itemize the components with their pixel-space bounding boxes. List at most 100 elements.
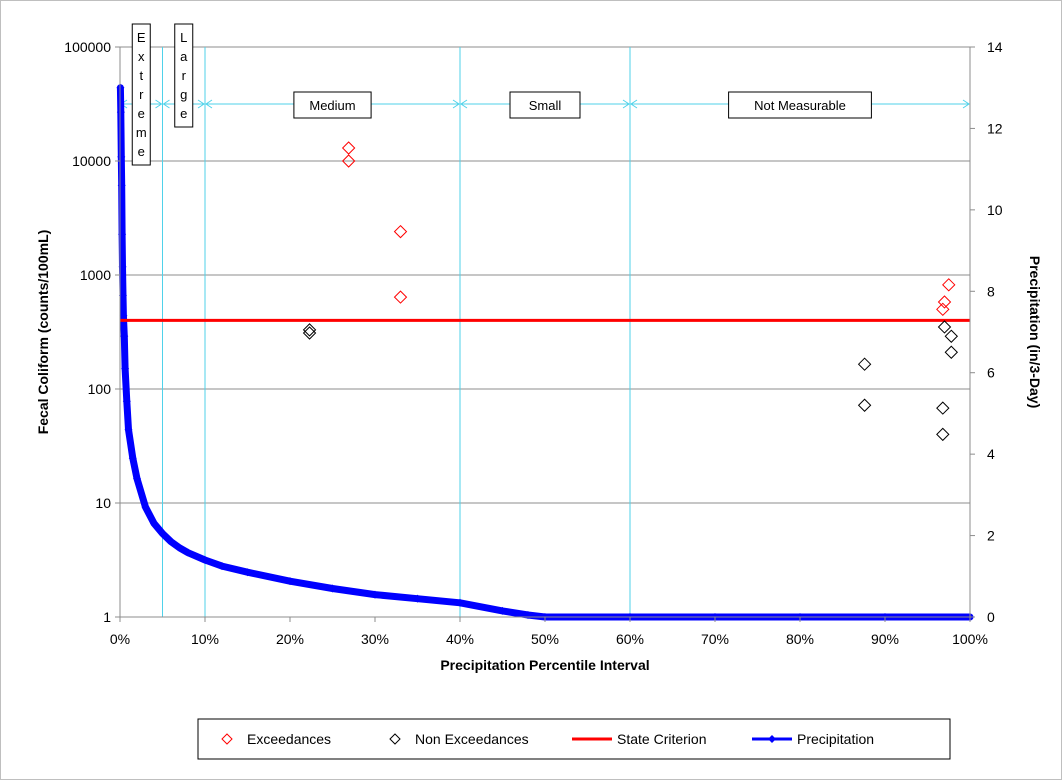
- zone-dividers: [120, 47, 970, 617]
- precipitation-marker: [118, 262, 127, 271]
- zone-label: Not Measurable: [754, 98, 846, 113]
- precipitation-marker: [150, 519, 158, 528]
- x-tick-label: 90%: [871, 631, 899, 647]
- x-axis-title: Precipitation Percentile Interval: [440, 657, 649, 673]
- precipitation-marker: [117, 152, 126, 161]
- y-tick-label: 1000: [80, 267, 111, 283]
- x-tick-label: 40%: [446, 631, 474, 647]
- non-exceedances-point: [936, 427, 950, 442]
- precipitation-marker: [167, 537, 175, 546]
- y2-tick-label: 0: [987, 609, 995, 625]
- plot-area: [120, 47, 970, 617]
- zone-arrow-head: [962, 99, 970, 109]
- x-tick-label: 10%: [191, 631, 219, 647]
- zone-arrow-head: [162, 99, 170, 109]
- zone-label-box: [174, 23, 194, 128]
- legend-label: State Criterion: [617, 731, 706, 747]
- legend-item: Non Exceedances: [389, 731, 529, 747]
- x-tick-label: 0%: [110, 631, 130, 647]
- precipitation-marker: [328, 584, 337, 593]
- exceedances-point: [341, 141, 356, 155]
- zone-label-box: [131, 23, 151, 166]
- non-exceedances-point: [857, 357, 872, 371]
- precipitation-marker: [124, 425, 133, 434]
- non-exceedances-point: [944, 329, 959, 343]
- precipitation-marker: [122, 397, 131, 406]
- legend: Exceedances Non Exceedances State Criterio…: [197, 718, 951, 760]
- y-axis-title: Fecal Coliform (counts/100mL): [35, 230, 51, 435]
- x-tick-label: 60%: [616, 631, 644, 647]
- precipitation-marker: [120, 332, 129, 341]
- precipitation-marker: [121, 364, 130, 373]
- non-exceedances-point: [936, 401, 950, 415]
- zone-arrow-head: [205, 99, 213, 109]
- legend-marker-diamond: [768, 735, 776, 743]
- legend-marker-diamond: [389, 733, 401, 745]
- precipitation-marker: [201, 556, 209, 564]
- exceedances-point: [936, 302, 950, 317]
- zone-arrow-head: [155, 99, 163, 109]
- precipitation-marker: [286, 577, 294, 586]
- y2-tick-label: 2: [987, 528, 995, 544]
- x-tick-label: 20%: [276, 631, 304, 647]
- zone-label: Medium: [309, 98, 355, 113]
- precipitation-marker: [116, 108, 125, 117]
- y2-tick-label: 12: [987, 120, 1003, 136]
- legend-label: Non Exceedances: [415, 731, 529, 747]
- legend-item: Exceedances: [221, 731, 331, 747]
- zone-arrow-head: [622, 99, 630, 109]
- sample-points: [302, 141, 959, 442]
- zone-label-box: [509, 91, 581, 119]
- precipitation-marker: [119, 311, 128, 320]
- precipitation-marker: [128, 454, 137, 463]
- non-exceedances-point: [302, 323, 317, 337]
- zone-arrow-head: [460, 99, 468, 109]
- y-tick-label: 10000: [72, 153, 111, 169]
- zone-label: Small: [529, 98, 562, 113]
- zone-label-box: [293, 91, 372, 119]
- y-tick-label: 1: [103, 609, 111, 625]
- non-exceedances-point: [302, 326, 317, 340]
- axes: 1 10 100 1000 10000 100000 0 2 4 6 8 10 12 14 0% 10% 20%…: [64, 39, 1003, 647]
- precipitation-marker: [243, 568, 252, 577]
- non-exceedances-point: [857, 398, 872, 412]
- y-tick-label: 100: [88, 381, 112, 397]
- y2-tick-label: 4: [987, 446, 995, 462]
- precipitation-marker: [158, 529, 167, 538]
- x-tick-label: 100%: [952, 631, 988, 647]
- x-tick-label: 30%: [361, 631, 389, 647]
- precipitation-marker: [133, 474, 141, 483]
- legend-item: Precipitation: [752, 731, 874, 747]
- non-exceedances-point: [944, 345, 959, 359]
- precipitation-marker: [218, 562, 226, 571]
- precipitation-marker: [184, 548, 192, 557]
- exceedances-point: [942, 278, 956, 292]
- y2-tick-label: 6: [987, 365, 995, 381]
- x-tick-label: 80%: [786, 631, 814, 647]
- precipitation-marker: [118, 291, 127, 300]
- zone-label-box: [728, 91, 872, 119]
- y-tick-label: 10: [95, 495, 111, 511]
- y2-tick-label: 8: [987, 283, 995, 299]
- legend-item: State Criterion: [572, 731, 706, 747]
- y2-tick-label: 14: [987, 39, 1003, 55]
- exceedances-point: [341, 154, 356, 168]
- precipitation-marker: [498, 606, 507, 615]
- zone-arrow-head: [452, 99, 460, 109]
- exceedances-point: [393, 290, 408, 304]
- legend-items: Exceedances Non Exceedances State Criterio…: [221, 731, 874, 747]
- zone-arrow-head: [630, 99, 638, 109]
- y-tick-label: 100000: [64, 39, 111, 55]
- precipitation-marker: [413, 594, 422, 603]
- precipitation-marker: [175, 543, 184, 552]
- x-tick-label: 70%: [701, 631, 729, 647]
- legend-marker-diamond: [221, 733, 233, 745]
- exceedances-point: [393, 224, 408, 239]
- non-exceedances-point: [937, 320, 952, 334]
- precipitation-marker: [371, 590, 379, 599]
- exceedances-point: [937, 295, 952, 309]
